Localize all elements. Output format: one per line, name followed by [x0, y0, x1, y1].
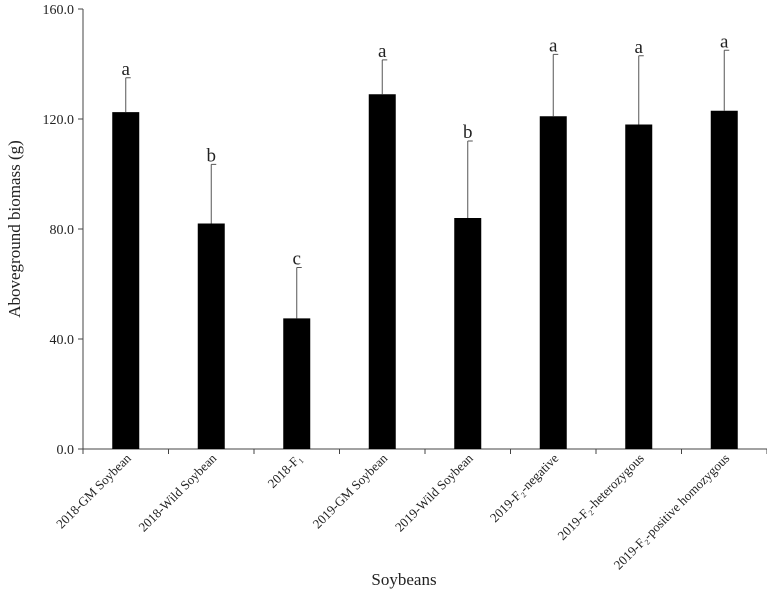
bar — [283, 318, 311, 449]
y-tick-label: 0.0 — [57, 443, 75, 458]
x-axis-title: Soybeans — [371, 570, 436, 589]
bar — [625, 124, 653, 449]
bar — [454, 218, 482, 449]
category-label: 2019-F₂-negative — [487, 450, 562, 525]
y-tick-label: 120.0 — [43, 113, 75, 128]
x-axis — [82, 448, 767, 454]
significance-label: a — [122, 59, 131, 80]
significance-labels: a b c a b a a a — [122, 31, 730, 269]
category-label: 2018-GM Soybean — [53, 450, 134, 531]
bar — [710, 110, 738, 449]
y-axis-title: Aboveground biomass (g) — [5, 140, 24, 318]
category-label: 2019-GM Soybean — [310, 450, 391, 531]
significance-label: a — [378, 41, 387, 62]
category-label: 2018-Wild Soybean — [135, 450, 219, 534]
significance-label: b — [207, 145, 217, 166]
significance-label: c — [293, 249, 301, 270]
error-bars — [125, 49, 730, 319]
y-axis: 0.0 40.0 80.0 120.0 160.0 — [43, 3, 84, 458]
significance-label: a — [720, 31, 729, 52]
bars — [112, 94, 738, 449]
y-tick-label: 160.0 — [43, 3, 75, 18]
bar — [539, 116, 567, 449]
significance-label: a — [549, 35, 558, 56]
bar — [112, 112, 140, 449]
category-labels: 2018-GM Soybean 2018-Wild Soybean 2018-F₁ 2… — [53, 450, 732, 572]
y-tick-label: 40.0 — [50, 333, 75, 348]
y-tick-label: 80.0 — [50, 223, 75, 238]
category-label: 2019-F₂-heterozygous — [554, 451, 646, 543]
significance-label: a — [635, 37, 644, 58]
category-label: 2019-Wild Soybean — [392, 450, 476, 534]
bar — [197, 223, 225, 449]
significance-label: b — [463, 122, 473, 143]
category-label: 2018-F₁ — [264, 451, 304, 491]
bar — [368, 94, 396, 449]
